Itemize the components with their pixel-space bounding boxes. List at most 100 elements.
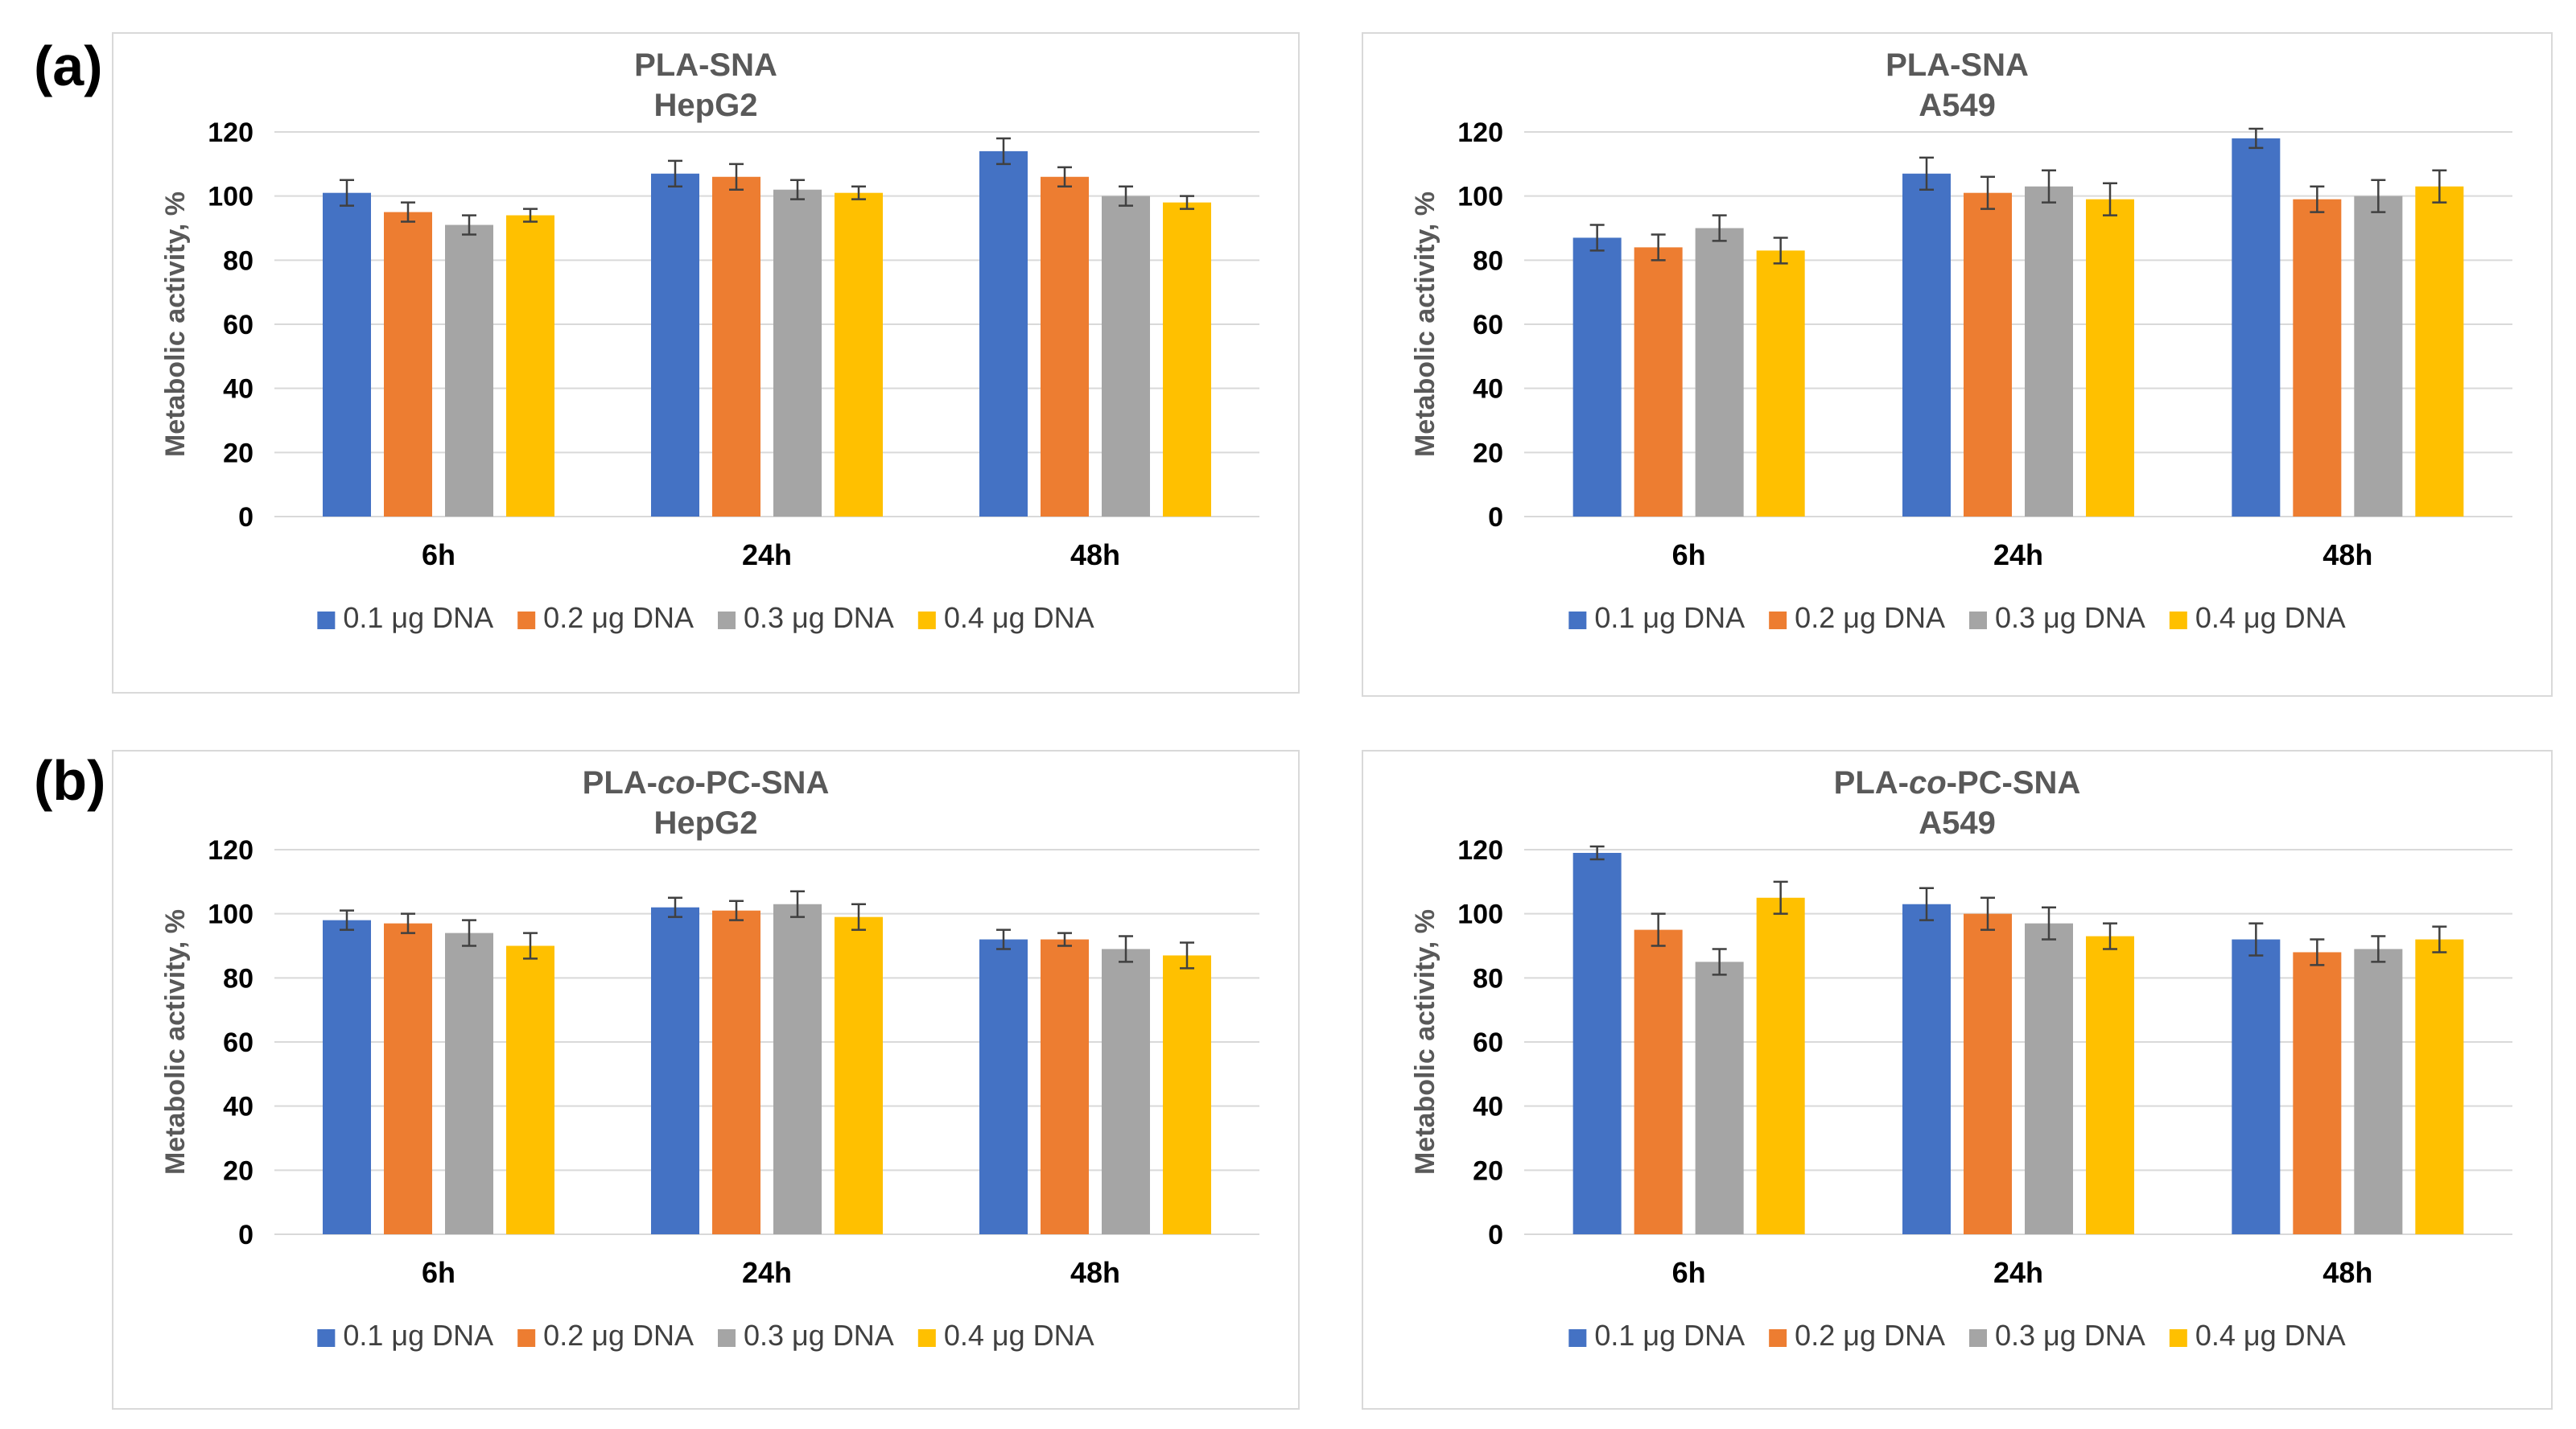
bar <box>384 923 432 1234</box>
x-category-label: 24h <box>1993 538 2043 571</box>
legend-swatch <box>1568 1329 1587 1347</box>
chart-pla-sna-a549: PLA-SNA A549 0 20 40 60 80 100 120 Metabolic acti… <box>1362 32 2553 697</box>
legend-entry: 0.2 μg DNA <box>1795 601 1945 634</box>
legend-entry: 0.4 μg DNA <box>2195 601 2346 634</box>
bar <box>1041 176 1089 517</box>
x-category-label: 48h <box>1070 1256 1120 1289</box>
chart-title-part: PLA- <box>583 765 657 801</box>
legend-swatch <box>718 612 736 629</box>
y-tick-label: 20 <box>223 438 253 468</box>
y-tick-label: 40 <box>1473 1092 1503 1122</box>
legend-swatch <box>517 612 536 629</box>
legend-swatch <box>517 1329 536 1347</box>
bar <box>1756 897 1805 1234</box>
panel-label-a: (a) <box>34 35 103 97</box>
bar <box>1041 939 1089 1234</box>
bar <box>1902 904 1951 1234</box>
legend-entry: 0.1 μg DNA <box>1594 1319 1745 1352</box>
bar <box>1902 173 1951 517</box>
x-category-label: 48h <box>2323 538 2372 571</box>
bar <box>2025 186 2073 517</box>
bar <box>2086 199 2134 517</box>
bar <box>2415 186 2464 517</box>
x-category-label: 6h <box>1672 538 1706 571</box>
x-category-label: 48h <box>1070 538 1120 571</box>
bar <box>2293 199 2342 517</box>
bar <box>773 904 822 1234</box>
legend-swatch <box>2169 1329 2187 1347</box>
bar <box>2025 923 2073 1234</box>
legend-swatch <box>917 1329 936 1347</box>
bar <box>1964 192 2012 517</box>
y-tick-label: 100 <box>208 182 253 212</box>
y-axis-label: Metabolic activity, % <box>1410 191 1440 457</box>
y-tick-label: 20 <box>1473 438 1503 468</box>
y-tick-label: 60 <box>223 310 253 340</box>
bar <box>1695 228 1744 517</box>
chart-title-part-end: -PC-SNA <box>1947 765 2081 801</box>
bar <box>1163 202 1211 517</box>
bar <box>2232 138 2281 517</box>
bar <box>1102 949 1150 1234</box>
legend-entry: 0.2 μg DNA <box>543 601 694 634</box>
y-axis-label: Metabolic activity, % <box>160 191 191 457</box>
bar <box>835 916 883 1234</box>
bar <box>1572 237 1622 517</box>
legend-entry: 0.3 μg DNA <box>744 601 894 634</box>
legend-swatch <box>718 1329 736 1347</box>
bar <box>506 945 554 1234</box>
legend-swatch <box>1769 612 1787 629</box>
y-tick-label: 0 <box>1488 502 1503 533</box>
y-tick-label: 100 <box>1457 182 1503 212</box>
bar <box>651 907 699 1234</box>
bar <box>445 224 493 517</box>
chart-title-part: PLA- <box>1834 765 1909 801</box>
legend-swatch <box>1969 612 1987 629</box>
x-category-label: 6h <box>1672 1256 1706 1289</box>
bar <box>384 212 432 517</box>
chart-title-line2: HepG2 <box>654 805 758 841</box>
y-tick-label: 120 <box>208 835 253 866</box>
legend-swatch <box>1969 1329 1987 1347</box>
bar <box>2232 939 2281 1234</box>
legend-entry: 0.4 μg DNA <box>2195 1319 2346 1352</box>
bar <box>323 192 371 517</box>
y-tick-label: 20 <box>223 1155 253 1186</box>
legend-swatch <box>317 612 336 629</box>
y-tick-label: 120 <box>1457 117 1503 148</box>
bar <box>979 150 1028 517</box>
legend-entry: 0.4 μg DNA <box>944 601 1094 634</box>
bar <box>2086 936 2134 1234</box>
legend-entry: 0.2 μg DNA <box>1795 1319 1945 1352</box>
chart-title-line1: PLA-co-PC-SNA <box>583 765 830 801</box>
bar <box>445 933 493 1234</box>
chart-title-line2: A549 <box>1919 88 1996 123</box>
x-category-label: 24h <box>1993 1256 2043 1289</box>
y-tick-label: 60 <box>1473 310 1503 340</box>
y-tick-label: 0 <box>238 1220 253 1250</box>
legend-entry: 0.1 μg DNA <box>1594 601 1745 634</box>
y-tick-label: 100 <box>1457 900 1503 930</box>
y-tick-label: 40 <box>223 374 253 405</box>
bar <box>323 920 371 1234</box>
y-axis-label: Metabolic activity, % <box>1410 909 1440 1175</box>
chart-title-line1: PLA-SNA <box>634 47 777 83</box>
legend-entry: 0.1 μg DNA <box>343 1319 493 1352</box>
y-tick-label: 120 <box>1457 835 1503 866</box>
x-category-label: 24h <box>742 1256 792 1289</box>
bar <box>2415 939 2464 1234</box>
bar <box>1756 250 1805 517</box>
legend-entry: 0.1 μg DNA <box>343 601 493 634</box>
bar <box>506 215 554 517</box>
y-axis-label: Metabolic activity, % <box>160 909 191 1175</box>
y-tick-label: 120 <box>208 117 253 148</box>
chart-title-line2: A549 <box>1919 805 1996 841</box>
bar <box>712 176 760 517</box>
legend-swatch <box>2169 612 2187 629</box>
chart-svg: PLA-SNA HepG2 0 20 40 60 80 100 120 Metabolic act… <box>160 47 1259 634</box>
bar <box>1695 962 1744 1234</box>
chart-svg: PLA-co-PC-SNA HepG2 0 20 40 60 80 100 120 Metabol… <box>160 765 1259 1352</box>
chart-pla-co-pc-sna-hepg2: PLA-co-PC-SNA HepG2 0 20 40 60 80 100 120 Metabol… <box>112 750 1300 1410</box>
chart-title-italic: co <box>1909 765 1947 801</box>
bar <box>1572 852 1622 1234</box>
